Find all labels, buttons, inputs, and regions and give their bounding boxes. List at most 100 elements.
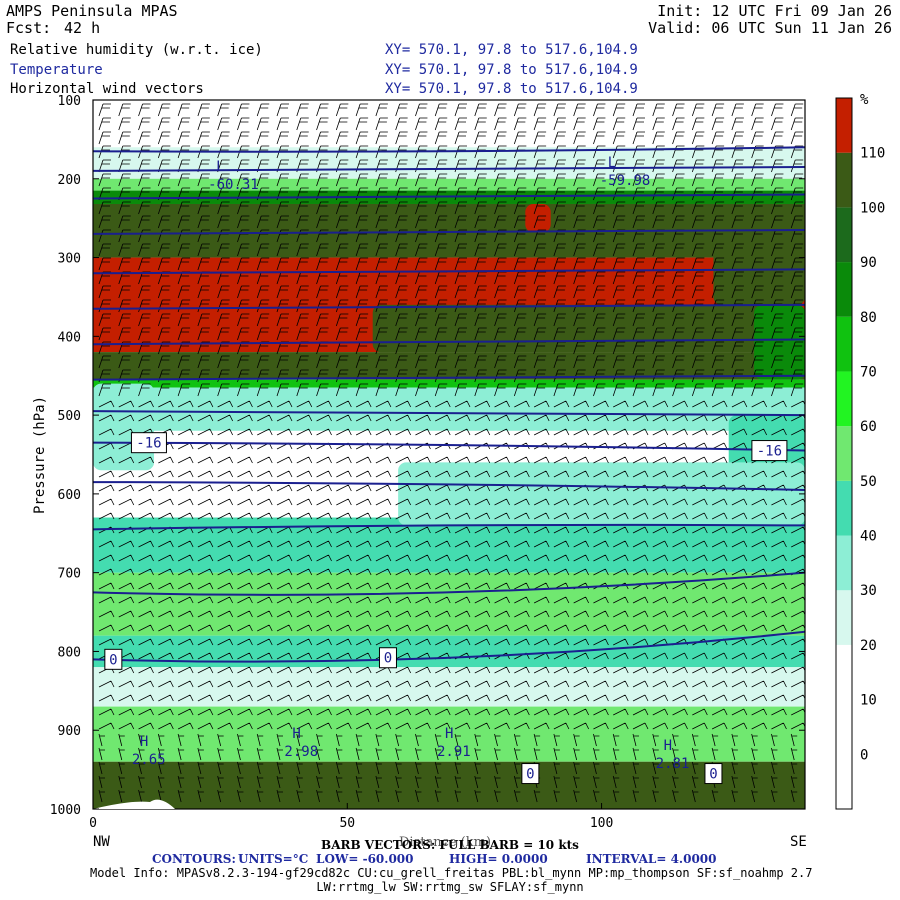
y-tick-label: 300 — [58, 252, 81, 267]
contours-interval: INTERVAL= 4.0000 — [586, 852, 717, 866]
rh-patch — [93, 383, 155, 471]
colorbar-tick-label: 110 — [860, 146, 885, 162]
temperature-isotherms — [93, 146, 805, 663]
rh-band — [93, 572, 805, 636]
model-info-line2: LW:rrtmg_lw SW:rrtmg_sw SFLAY:sf_mynn — [316, 880, 584, 894]
contours-low: LOW= -60.000 — [316, 852, 414, 866]
colorbar: 0 10 20 30 40 50 60 70 80 90 100 110% — [835, 92, 885, 810]
isotherm — [93, 146, 805, 153]
contour-label: -16 — [136, 436, 161, 452]
isotherm — [93, 410, 805, 417]
y-tick-label: 200 — [58, 173, 81, 188]
rh-patch — [525, 203, 551, 233]
forecast-label: Fcst: — [6, 19, 52, 37]
colorbar-tick-label: 60 — [860, 419, 877, 435]
isotherm — [93, 571, 805, 596]
extremum-value: 2.91 — [437, 744, 471, 760]
contour-label: 0 — [526, 767, 534, 783]
rh-band — [93, 178, 805, 191]
x-left-end-label: NW — [93, 834, 110, 850]
y-tick-label: 1000 — [50, 803, 81, 818]
isotherm — [93, 303, 805, 310]
extremum-marker: L — [608, 155, 616, 171]
rh-band — [93, 761, 805, 809]
extremum-value: 2.98 — [284, 744, 318, 760]
y-tick-label: 700 — [58, 567, 81, 582]
wind-barb-grid — [98, 103, 805, 803]
colorbar-tick-label: 50 — [860, 474, 877, 490]
contours-label: CONTOURS: — [152, 852, 236, 866]
plot-frame — [92, 99, 806, 810]
field-rh-xy: XY= 570.1, 97.8 to 517.6,104.9 — [385, 42, 638, 58]
isotherm — [93, 481, 805, 491]
rh-patch — [372, 304, 805, 353]
colorbar-tick-label: 80 — [860, 310, 877, 326]
isotherm — [93, 193, 805, 200]
isotherm — [93, 374, 805, 381]
colorbar-swatch — [836, 699, 852, 755]
terrain — [93, 799, 175, 809]
colorbar-swatch — [836, 590, 852, 645]
extremum-marker: H — [292, 726, 300, 742]
contour-label-box — [378, 647, 397, 669]
rh-band — [93, 706, 805, 762]
y-tick-label: 800 — [58, 645, 81, 660]
field-rh-label: Relative humidity (w.r.t. ice) — [10, 42, 263, 58]
extremum-value: 2.81 — [656, 756, 690, 772]
valid-time: Valid: 06 UTC Sun 11 Jan 26 — [648, 19, 892, 37]
isotherm — [93, 268, 805, 275]
contour-label: 0 — [109, 652, 117, 668]
forecast-value: 42 h — [64, 19, 101, 37]
contour-label-box — [104, 648, 123, 670]
colorbar-tick-label: 100 — [860, 200, 885, 216]
isotherm — [93, 441, 805, 452]
colorbar-tick-label: 20 — [860, 638, 877, 654]
extremum-marker: L — [216, 159, 224, 175]
rh-band — [93, 667, 805, 707]
x-tick-label: 0 — [89, 816, 97, 831]
colorbar-tick-label: 90 — [860, 255, 877, 271]
contour-labels: -16 -16 0 0 0 0 L -60.31 L -59.98 H 2.65 H 2.98 H 2.91 H… — [104, 155, 788, 785]
isotherm — [93, 338, 805, 346]
axes: 100 200 300 400 500 600 700 800 900 1000 0 50 100 — [50, 94, 805, 831]
y-tick-label: 900 — [58, 724, 81, 739]
contour-label: 0 — [709, 767, 717, 783]
colorbar-swatch — [836, 207, 852, 263]
contour-label: 0 — [384, 651, 392, 667]
extremum-marker: H — [445, 726, 453, 742]
extremum-value: -60.31 — [208, 177, 259, 193]
colorbar-swatch — [836, 754, 852, 809]
rh-band — [93, 100, 805, 148]
x-tick-label: 50 — [339, 816, 355, 831]
init-time: Init: 12 UTC Fri 09 Jan 26 — [657, 2, 892, 20]
colorbar-tick-label: 30 — [860, 583, 877, 599]
rh-band — [93, 379, 805, 388]
colorbar-swatch — [836, 644, 852, 700]
colorbar-tick-label: 70 — [860, 364, 877, 380]
colorbar-swatch — [836, 262, 852, 317]
colorbar-tick-label: 0 — [860, 747, 868, 763]
field-temperature-label: Temperature — [10, 62, 103, 78]
field-temperature-xy: XY= 570.1, 97.8 to 517.6,104.9 — [385, 62, 638, 78]
isotherm — [93, 523, 805, 531]
isotherm — [93, 165, 805, 172]
rh-band — [93, 635, 805, 668]
colorbar-swatch — [836, 98, 852, 153]
colorbar-tick-label: 10 — [860, 693, 877, 709]
isotherm — [93, 630, 805, 663]
y-tick-label: 500 — [58, 409, 81, 424]
contours-high: HIGH= 0.0000 — [449, 852, 548, 866]
isotherm — [93, 228, 805, 235]
extremum-value: -59.98 — [600, 173, 651, 189]
colorbar-tick-label: 40 — [860, 529, 877, 545]
extremum-value: 2.65 — [132, 752, 166, 768]
x-axis-label: Distance (km) — [399, 835, 491, 850]
model-title: AMPS Peninsula MPAS — [6, 2, 178, 20]
contour-label-box — [130, 432, 167, 454]
x-right-end-label: SE — [790, 834, 807, 850]
colorbar-swatch — [836, 316, 852, 372]
colorbar-swatch — [836, 426, 852, 481]
wind-barbs — [98, 103, 805, 803]
field-wind-label: Horizontal wind vectors — [10, 81, 204, 97]
colorbar-swatch — [836, 371, 852, 427]
